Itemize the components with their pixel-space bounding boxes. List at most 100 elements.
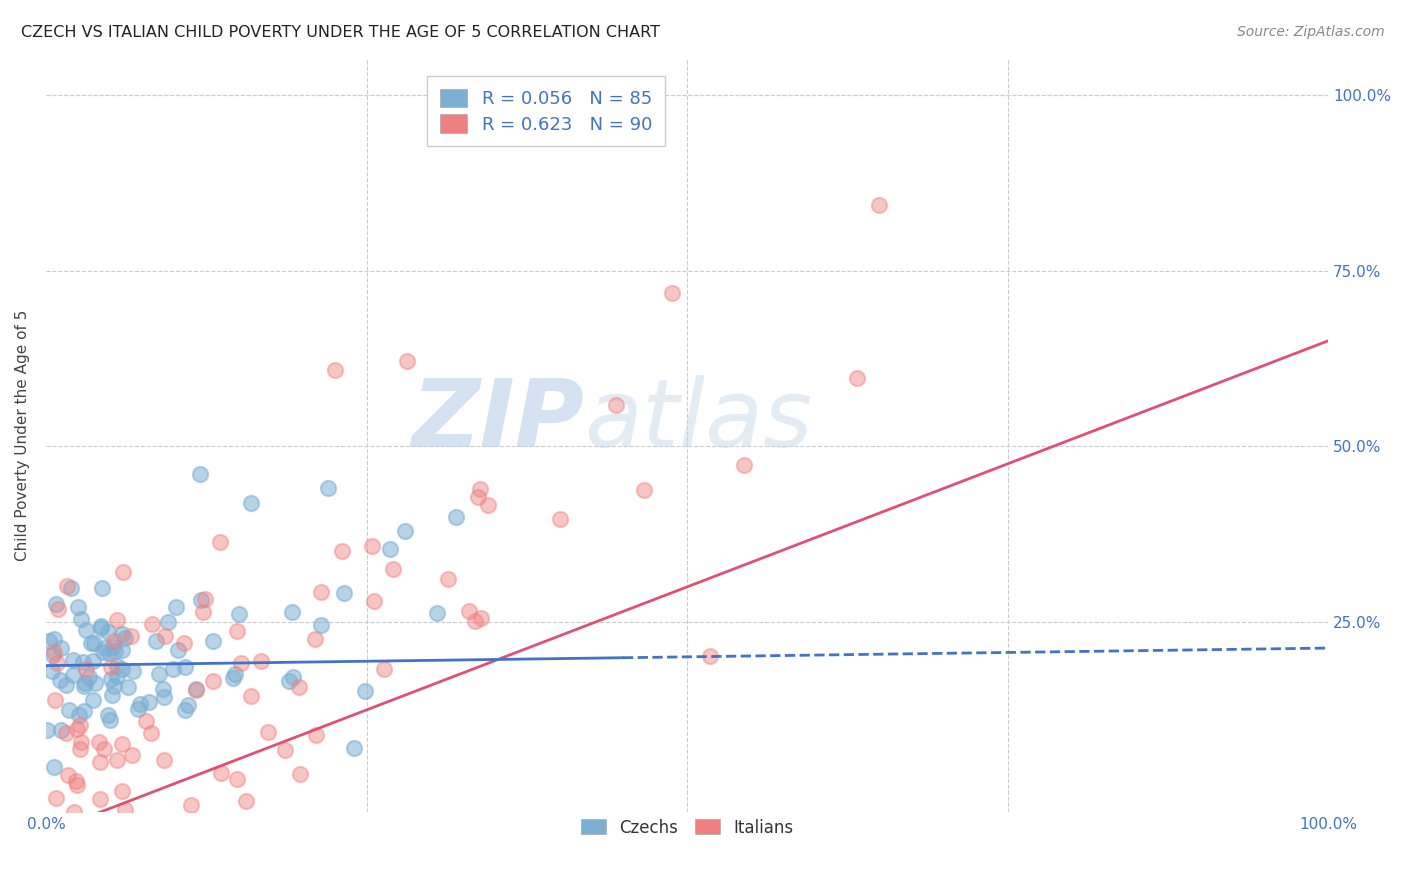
Point: [89, 792, 111, 806]
Point: [53, 826, 76, 840]
Point: [155, 629, 177, 643]
Point: [103, 634, 125, 648]
Point: [42, 760, 65, 774]
Point: [111, 784, 134, 798]
Point: [309, 618, 332, 632]
Point: [69, 742, 91, 756]
Point: [94, 640, 117, 655]
Point: [42, 826, 65, 840]
Point: [59, 582, 82, 596]
Point: [457, 604, 479, 618]
Point: [190, 593, 212, 607]
Point: [83, 636, 105, 650]
Point: [75, 624, 97, 638]
Point: [225, 624, 247, 638]
Point: [77, 670, 100, 684]
Point: [305, 728, 328, 742]
Point: [127, 702, 149, 716]
Point: [111, 662, 134, 676]
Point: [79, 636, 101, 650]
Point: [37, 723, 59, 737]
Point: [180, 797, 202, 812]
Point: [107, 613, 129, 627]
Point: [105, 753, 128, 767]
Point: [59, 826, 82, 840]
Point: [46, 656, 69, 670]
Point: [426, 606, 449, 620]
Point: [38, 634, 60, 648]
Point: [111, 566, 134, 580]
Point: [477, 498, 499, 512]
Point: [249, 654, 271, 668]
Point: [464, 614, 486, 628]
Point: [152, 690, 174, 705]
Point: [67, 599, 90, 614]
Point: [173, 636, 195, 650]
Point: [166, 643, 188, 657]
Point: [378, 542, 401, 557]
Point: [89, 755, 111, 769]
Point: [699, 648, 721, 663]
Point: [91, 581, 114, 595]
Point: [117, 680, 139, 694]
Point: [240, 495, 263, 509]
Point: [41, 664, 63, 678]
Point: [42, 648, 65, 662]
Point: [226, 772, 249, 786]
Point: [75, 662, 97, 676]
Point: [49, 673, 72, 687]
Point: [605, 398, 627, 412]
Point: [114, 803, 136, 817]
Point: [73, 704, 96, 718]
Point: [100, 688, 122, 702]
Point: [49, 723, 72, 737]
Point: [145, 634, 167, 648]
Point: [45, 791, 67, 805]
Point: [46, 602, 69, 616]
Point: [105, 658, 128, 673]
Point: [235, 794, 257, 808]
Point: [633, 483, 655, 498]
Point: [209, 766, 232, 780]
Point: [152, 752, 174, 766]
Point: [104, 644, 127, 658]
Point: [100, 660, 122, 674]
Point: [467, 490, 489, 504]
Point: [120, 629, 142, 643]
Point: [361, 539, 384, 553]
Point: [288, 767, 311, 781]
Point: [224, 666, 246, 681]
Point: [394, 524, 416, 538]
Point: [733, 458, 755, 472]
Point: [98, 713, 121, 727]
Point: [73, 679, 96, 693]
Point: [73, 675, 96, 690]
Point: [395, 354, 418, 368]
Point: [152, 681, 174, 696]
Point: [468, 483, 491, 497]
Point: [62, 653, 84, 667]
Point: [100, 826, 122, 840]
Point: [148, 826, 170, 840]
Text: Source: ZipAtlas.com: Source: ZipAtlas.com: [1237, 25, 1385, 39]
Point: [111, 627, 134, 641]
Point: [281, 605, 304, 619]
Point: [316, 482, 339, 496]
Point: [111, 737, 134, 751]
Point: [208, 826, 231, 840]
Point: [240, 689, 263, 703]
Point: [65, 774, 87, 789]
Point: [157, 615, 180, 629]
Point: [186, 683, 208, 698]
Point: [332, 585, 354, 599]
Point: [229, 656, 252, 670]
Point: [111, 642, 134, 657]
Point: [304, 632, 326, 646]
Point: [228, 607, 250, 622]
Point: [42, 632, 65, 646]
Point: [69, 735, 91, 749]
Point: [69, 717, 91, 731]
Point: [89, 735, 111, 749]
Point: [311, 585, 333, 599]
Point: [101, 640, 124, 654]
